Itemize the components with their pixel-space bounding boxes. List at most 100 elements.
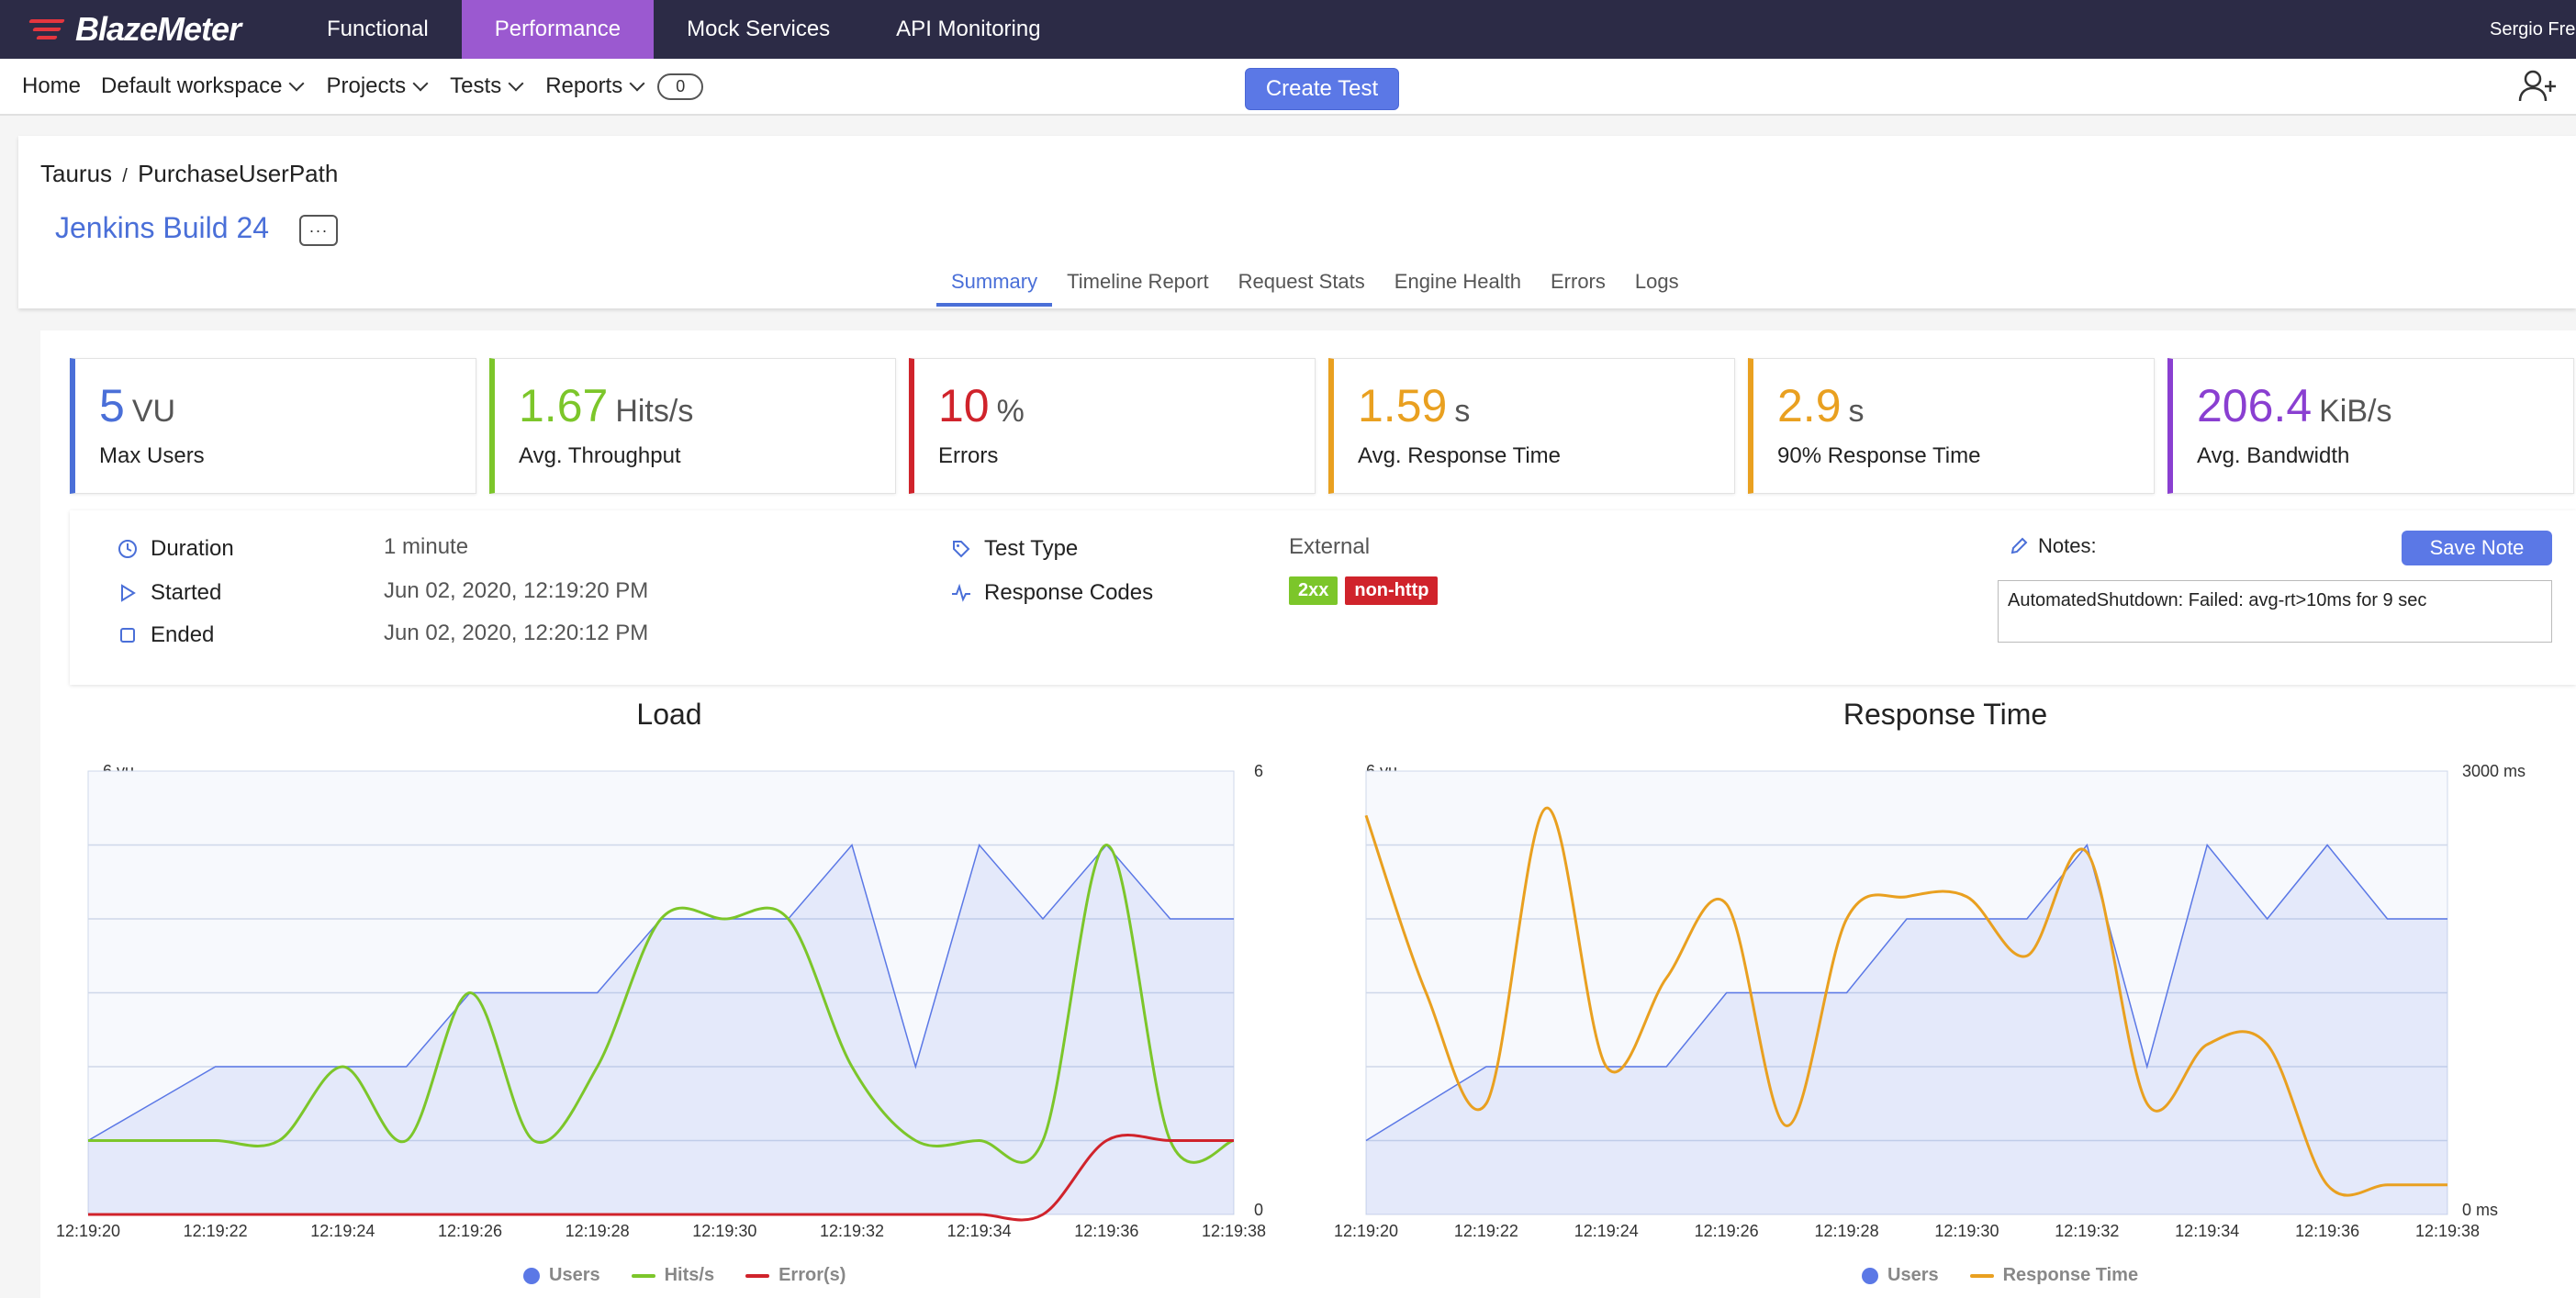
- chart-title: Response Time: [1842, 698, 2048, 731]
- legend-label: Hits/s: [664, 1265, 715, 1285]
- tab-request-stats[interactable]: Request Stats: [1238, 270, 1365, 293]
- clock-icon: [118, 540, 137, 558]
- legend-errors[interactable]: Error(s): [745, 1265, 846, 1286]
- kpi-label: Avg. Bandwidth: [2197, 443, 2350, 468]
- test-type-row: Test Type: [951, 536, 1078, 562]
- legend-line: [1969, 1273, 1994, 1278]
- x-tick-label: 12:19:38: [2415, 1222, 2480, 1240]
- breadcrumb: Taurus / PurchaseUserPath: [40, 160, 338, 188]
- brand-logo[interactable]: BlazeMeter: [0, 0, 294, 59]
- legend-hits[interactable]: Hits/s: [631, 1265, 715, 1286]
- kpi-value: 10: [938, 380, 990, 431]
- started-row: Started: [118, 580, 221, 606]
- tab-logs[interactable]: Logs: [1634, 270, 1679, 293]
- series-line-response-time: [1364, 806, 2447, 1197]
- code-badge-non-http: non-http: [1345, 576, 1439, 605]
- chart-legend: Users Hits/s Error(s): [523, 1265, 846, 1286]
- projects-dropdown[interactable]: Projects: [326, 73, 429, 99]
- duration-value: 1 minute: [384, 534, 469, 559]
- code-badge-2xx: 2xx: [1289, 576, 1338, 605]
- kpi-row: 5 VU Max Users 1.67 Hits/s Avg. Throughput…: [70, 358, 2574, 494]
- kpi-label: Avg. Response Time: [1358, 443, 1562, 468]
- x-tick-label: 12:19:20: [1334, 1222, 1398, 1240]
- x-tick-label: 12:19:38: [1202, 1222, 1266, 1240]
- kpi-unit: Hits/s: [615, 394, 694, 429]
- nav-home-label: Home: [22, 73, 82, 98]
- kpi-unit: KiB/s: [2319, 394, 2392, 429]
- kpi-avg-throughput: 1.67 Hits/s Avg. Throughput: [489, 358, 896, 494]
- user-menu[interactable]: Sergio Frei: [2490, 18, 2576, 39]
- x-tick-label: 12:19:26: [438, 1222, 502, 1240]
- workspace-dropdown[interactable]: Default workspace: [101, 73, 305, 99]
- tests-label: Tests: [450, 73, 502, 98]
- save-note-button[interactable]: Save Note: [2402, 531, 2552, 565]
- breadcrumb-test[interactable]: PurchaseUserPath: [138, 160, 339, 187]
- legend-users[interactable]: Users: [1862, 1265, 1939, 1286]
- x-tick-label: 12:19:36: [2295, 1222, 2359, 1240]
- reports-dropdown[interactable]: Reports 0: [545, 73, 704, 100]
- legend-users[interactable]: Users: [523, 1265, 600, 1286]
- kpi-unit: %: [996, 394, 1025, 429]
- x-tick-label: 12:19:32: [2055, 1222, 2119, 1240]
- pencil-icon: [2010, 537, 2028, 554]
- top-nav: Functional Performance Mock Services API…: [294, 0, 1074, 59]
- secondary-nav: Home Default workspace Projects Tests Re…: [0, 59, 2576, 116]
- x-tick-label: 12:19:20: [56, 1222, 120, 1240]
- top-bar: BlazeMeter Functional Performance Mock S…: [0, 0, 2576, 59]
- kpi-label: Max Users: [99, 443, 205, 468]
- kpi-value: 1.59: [1358, 380, 1448, 431]
- chart-legend: Users Response Time: [1862, 1265, 2138, 1286]
- create-test-button[interactable]: Create Test: [1245, 68, 1399, 110]
- activity-icon: [952, 583, 970, 602]
- nav-api-monitoring[interactable]: API Monitoring: [896, 17, 1041, 41]
- tab-timeline-report[interactable]: Timeline Report: [1067, 270, 1209, 293]
- response-time-chart: Response Time 6 vu 3000 ms 0 ms 12:19:20…: [1315, 698, 2576, 1298]
- chevron-down-icon: [412, 75, 429, 92]
- tag-icon: [953, 541, 970, 558]
- tab-engine-health[interactable]: Engine Health: [1394, 270, 1521, 293]
- kpi-value: 5: [99, 380, 125, 431]
- projects-label: Projects: [326, 73, 407, 98]
- breadcrumb-project[interactable]: Taurus: [40, 160, 113, 187]
- tests-dropdown[interactable]: Tests: [450, 73, 524, 99]
- tab-summary[interactable]: Summary: [936, 270, 1053, 307]
- summary-panel: 5 VU Max Users 1.67 Hits/s Avg. Throughput…: [40, 330, 2576, 1298]
- breadcrumb-separator: /: [122, 166, 128, 186]
- x-tick-label: 12:19:22: [1454, 1222, 1518, 1240]
- y-axis-right-top: 6: [1254, 762, 1264, 780]
- kpi-unit: s: [1454, 394, 1471, 429]
- kpi-unit: VU: [131, 394, 176, 429]
- x-tick-label: 12:19:34: [2175, 1222, 2239, 1240]
- report-tabs: Summary Timeline Report Request Stats En…: [936, 270, 1694, 307]
- kpi-unit: s: [1848, 394, 1865, 429]
- chevron-down-icon: [508, 75, 524, 92]
- chart-title: Load: [636, 698, 702, 731]
- add-user-icon[interactable]: [2517, 68, 2558, 105]
- legend-response-time[interactable]: Response Time: [1969, 1265, 2139, 1286]
- legend-line: [631, 1273, 655, 1278]
- legend-label: Users: [549, 1265, 600, 1285]
- more-options-button[interactable]: ···: [299, 215, 338, 246]
- running-count-badge[interactable]: 0: [657, 73, 704, 100]
- tab-errors[interactable]: Errors: [1551, 270, 1606, 293]
- y-axis-right-bottom: 0 ms: [2462, 1201, 2499, 1219]
- series-line-error-s-: [87, 1134, 1234, 1222]
- duration-label: Duration: [151, 536, 234, 561]
- nav-functional[interactable]: Functional: [327, 17, 429, 41]
- legend-label: Response Time: [2002, 1265, 2139, 1285]
- legend-label: Error(s): [778, 1265, 846, 1285]
- nav-home[interactable]: Home: [22, 73, 81, 99]
- nav-mock-services[interactable]: Mock Services: [687, 17, 831, 41]
- x-tick-label: 12:19:28: [1815, 1222, 1879, 1240]
- logo-icon: [28, 17, 66, 41]
- legend-label: Users: [1887, 1265, 1939, 1285]
- y-axis-right-top: 3000 ms: [2462, 762, 2526, 780]
- ended-row: Ended: [118, 622, 214, 648]
- notes-textarea[interactable]: AutomatedShutdown: Failed: avg-rt>10ms f…: [1998, 580, 2552, 643]
- test-info-card: Duration 1 minute Started Jun 02, 2020, …: [70, 510, 2576, 685]
- x-tick-label: 12:19:26: [1695, 1222, 1759, 1240]
- kpi-value: 1.67: [519, 380, 609, 431]
- nav-performance[interactable]: Performance: [461, 0, 655, 59]
- report-title[interactable]: Jenkins Build 24: [55, 211, 270, 244]
- ended-label: Ended: [151, 622, 215, 647]
